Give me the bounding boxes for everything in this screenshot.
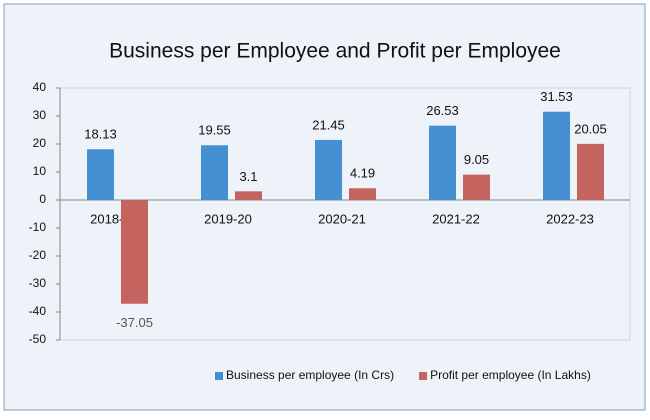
x-tick-label: 2019-20 — [204, 211, 252, 226]
data-label: 3.1 — [239, 169, 257, 184]
bar — [543, 111, 570, 200]
data-label: 4.19 — [350, 166, 375, 181]
data-label: 31.53 — [540, 89, 573, 104]
x-tick-label: 2020-21 — [318, 211, 366, 226]
bar — [121, 200, 148, 304]
bar — [87, 149, 114, 200]
data-label: 20.05 — [574, 121, 607, 136]
bar — [315, 139, 342, 200]
chart-title: Business per Employee and Profit per Emp… — [109, 40, 561, 63]
bar — [577, 143, 604, 200]
y-tick-label: -50 — [29, 332, 47, 346]
y-tick-label: 20 — [33, 136, 47, 150]
y-tick-label: 40 — [33, 80, 47, 94]
legend-swatch — [215, 372, 223, 380]
x-tick-label: 2022-23 — [546, 211, 594, 226]
legend-swatch — [419, 372, 428, 380]
y-tick-label: -20 — [29, 248, 47, 262]
y-tick-label: 10 — [33, 164, 47, 178]
data-label: 18.13 — [84, 127, 117, 142]
y-tick-label: 0 — [39, 192, 46, 206]
y-tick-label: 30 — [33, 108, 47, 122]
bar — [201, 145, 228, 200]
data-label: -37.05 — [116, 315, 153, 330]
bar — [235, 191, 262, 200]
legend-label: Profit per employee (In Lakhs) — [430, 368, 591, 382]
data-label: 21.45 — [312, 117, 345, 132]
data-label: 9.05 — [464, 152, 489, 167]
data-label: 19.55 — [198, 123, 231, 138]
bar — [463, 174, 490, 200]
legend-label: Business per employee (In Crs) — [226, 368, 394, 382]
bar — [349, 188, 376, 200]
x-tick-label: 2021-22 — [432, 211, 480, 226]
y-tick-label: -40 — [29, 304, 47, 318]
bar — [429, 125, 456, 200]
chart-frame — [3, 3, 646, 411]
y-tick-label: -30 — [29, 276, 47, 290]
data-label: 26.53 — [426, 103, 459, 118]
y-tick-label: -10 — [29, 220, 47, 234]
